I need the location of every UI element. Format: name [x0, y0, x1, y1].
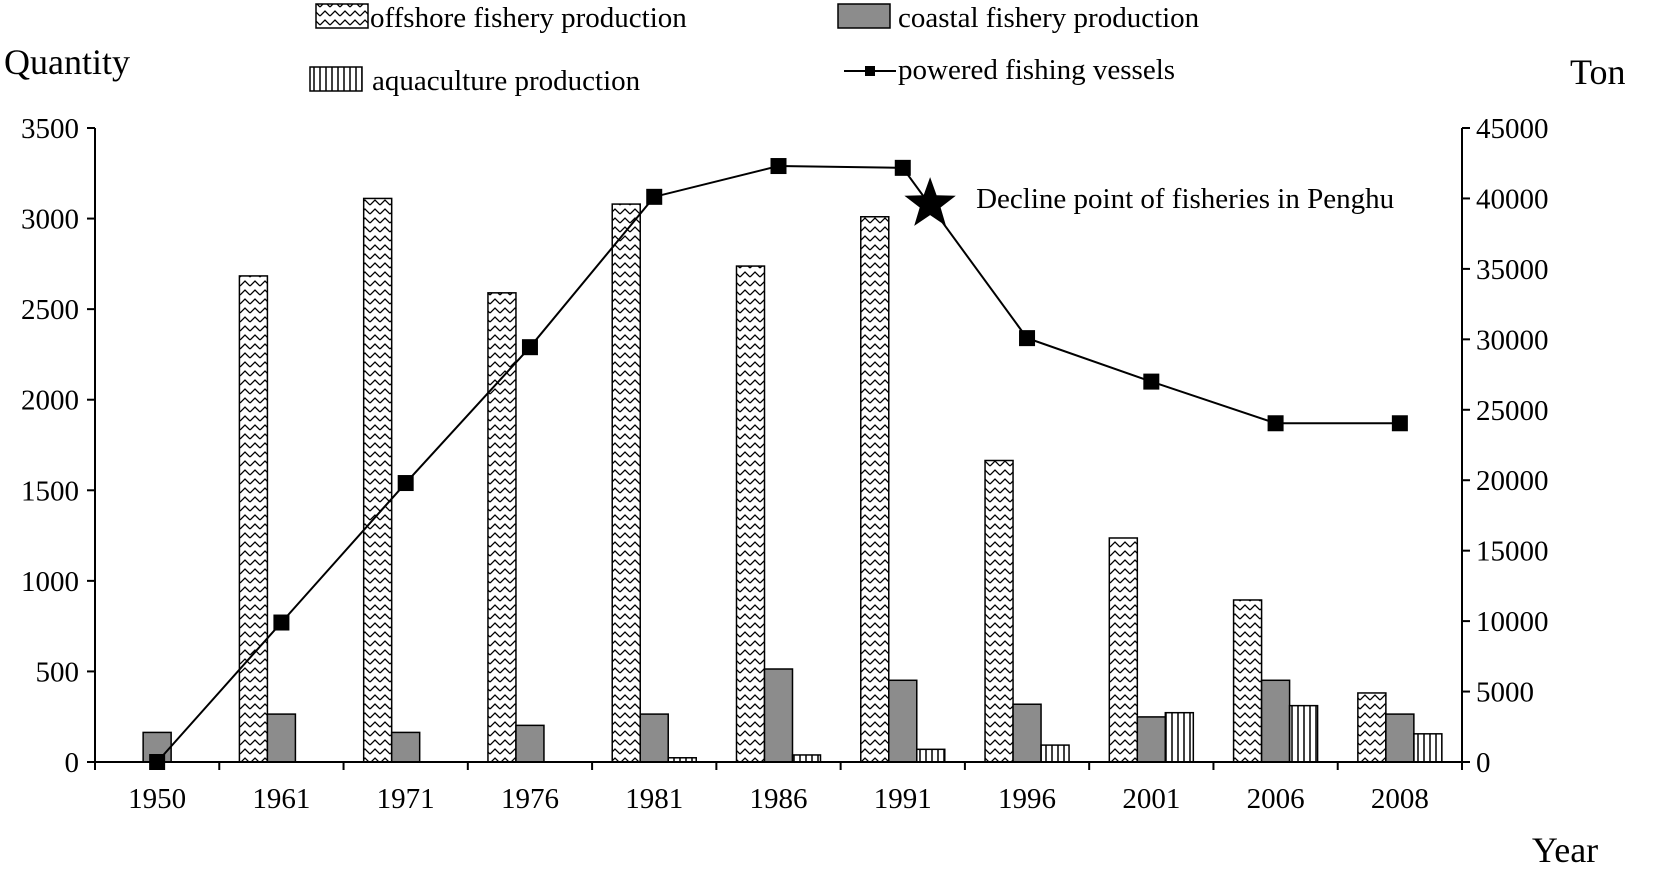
left-tick-label: 3000 [21, 204, 79, 236]
bar-gray-1996 [1012, 703, 1042, 763]
vessels-point-1976 [521, 339, 538, 356]
legend-item-aquaculture: aquaculture production [309, 65, 641, 97]
vessels-point-1996 [1019, 330, 1036, 347]
left-tick-label: 500 [36, 656, 80, 688]
legend-item-vessels: powered fishing vessels [844, 54, 1175, 86]
right-tick-label: 0 [1476, 747, 1491, 779]
bar-vertical-stripes-2008 [1413, 733, 1443, 763]
x-tick-label: 1961 [252, 783, 310, 815]
annotation-label: Decline point of fisheries in Penghu [976, 183, 1394, 215]
bar-zigzag-2006 [1232, 599, 1263, 763]
bars-layer [142, 197, 1443, 763]
bar-gray-2008 [1385, 713, 1415, 763]
vessels-point-1991 [894, 159, 911, 176]
left-tick-label: 2000 [21, 385, 79, 417]
x-tick-label: 1986 [750, 783, 808, 815]
x-tick-label: 2001 [1122, 783, 1180, 815]
vessels-point-2008 [1391, 415, 1408, 432]
bar-zigzag-1976 [487, 292, 517, 763]
x-tick-label: 1996 [998, 783, 1056, 815]
bar-zigzag-1961 [238, 275, 269, 763]
right-tick-label: 35000 [1476, 254, 1549, 286]
axes-layer: 0500100015002000250030003500050001000015… [21, 113, 1549, 815]
left-tick-label: 1000 [21, 566, 79, 598]
legend: offshore fishery production coastal fish… [309, 2, 1200, 97]
right-tick-label: 20000 [1476, 465, 1549, 497]
vessels-point-1971 [397, 475, 414, 492]
bar-zigzag-1981 [611, 203, 641, 763]
bar-gray-1971 [390, 731, 421, 763]
legend-swatch-aquaculture [309, 66, 363, 92]
left-tick-label: 1500 [21, 475, 79, 507]
legend-item-offshore: offshore fishery production [315, 2, 687, 34]
bar-zigzag-1971 [362, 197, 393, 763]
left-tick-label: 2500 [21, 294, 79, 326]
vessels-point-1986 [770, 158, 787, 175]
bar-gray-1991 [888, 679, 918, 763]
x-tick-label: 1950 [128, 783, 186, 815]
bar-vertical-stripes-2006 [1288, 704, 1319, 763]
legend-swatch-vessels-marker [865, 66, 875, 76]
right-tick-label: 5000 [1476, 677, 1534, 709]
bar-vertical-stripes-1991 [916, 748, 946, 763]
bar-gray-1961 [266, 713, 297, 763]
x-axis-title: Year [1532, 830, 1598, 870]
bar-vertical-stripes-2001 [1164, 711, 1195, 763]
right-tick-label: 30000 [1476, 324, 1549, 356]
annotation-layer: Decline point of fisheries in Penghu [904, 177, 1394, 226]
x-tick-label: 2008 [1371, 783, 1429, 815]
legend-swatch-offshore [315, 3, 369, 29]
bar-zigzag-2001 [1108, 537, 1139, 763]
bar-zigzag-1991 [860, 216, 890, 763]
bar-gray-2001 [1136, 716, 1167, 763]
bar-vertical-stripes-1986 [791, 754, 822, 763]
right-tick-label: 15000 [1476, 536, 1549, 568]
bar-gray-2006 [1260, 679, 1291, 763]
bar-gray-1981 [639, 713, 669, 763]
legend-label-offshore: offshore fishery production [370, 2, 687, 34]
bar-gray-1986 [763, 668, 794, 763]
vessels-point-1950 [149, 754, 166, 770]
vessels-point-1981 [646, 188, 663, 205]
right-axis-title: Ton [1570, 52, 1625, 92]
vessels-point-2006 [1267, 415, 1284, 432]
left-axis-title: Quantity [4, 42, 130, 82]
x-tick-label: 1981 [625, 783, 683, 815]
bar-vertical-stripes-1996 [1040, 744, 1070, 763]
right-tick-label: 25000 [1476, 395, 1549, 427]
left-tick-label: 0 [65, 747, 80, 779]
right-tick-label: 45000 [1476, 113, 1549, 145]
x-tick-label: 1971 [377, 783, 435, 815]
x-tick-label: 1976 [501, 783, 559, 815]
x-tick-label: 1991 [874, 783, 932, 815]
legend-label-vessels: powered fishing vessels [898, 54, 1175, 86]
right-tick-label: 10000 [1476, 606, 1549, 638]
vessels-point-2001 [1143, 373, 1160, 390]
x-tick-label: 2006 [1247, 783, 1305, 815]
bar-gray-1976 [515, 724, 545, 763]
left-tick-label: 3500 [21, 113, 79, 145]
legend-label-aquaculture: aquaculture production [372, 65, 641, 97]
decline-star-icon [904, 177, 956, 226]
vessels-line-layer [149, 158, 1408, 770]
legend-swatch-coastal [837, 3, 891, 29]
bar-zigzag-1996 [984, 459, 1014, 763]
bar-zigzag-2008 [1357, 692, 1387, 763]
legend-label-coastal: coastal fishery production [898, 2, 1200, 34]
right-tick-label: 40000 [1476, 183, 1549, 215]
vessels-point-1961 [273, 614, 290, 631]
legend-item-coastal: coastal fishery production [837, 2, 1200, 34]
bar-zigzag-1986 [735, 265, 766, 763]
